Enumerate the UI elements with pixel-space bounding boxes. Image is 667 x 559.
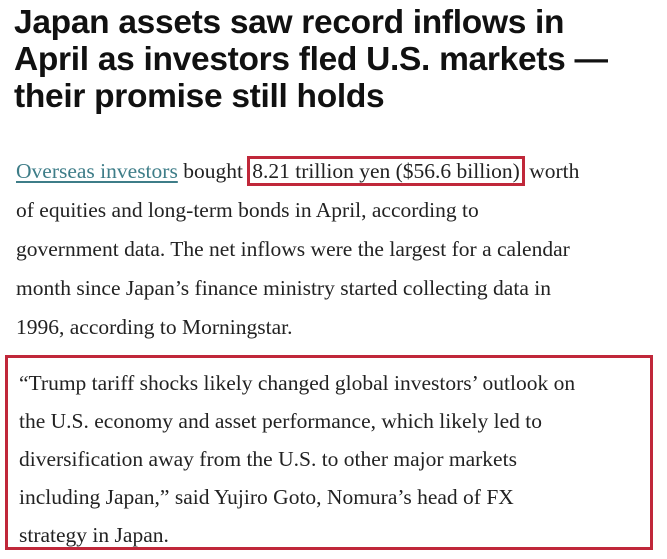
quote-line: “Trump tariff shocks likely changed glob… [19, 371, 576, 395]
paragraph-text: worth [523, 159, 580, 183]
highlighted-amount: 8.21 trillion yen ($56.6 billion) [247, 156, 525, 186]
quote-line: strategy in Japan. [19, 523, 169, 547]
quote-line: the U.S. economy and asset performance, … [19, 409, 543, 433]
article-paragraph: Overseas investors bought 8.21 trillion … [16, 152, 661, 347]
quote-line: including Japan,” said Yujiro Goto, Nomu… [19, 485, 514, 509]
overseas-investors-link[interactable]: Overseas investors [16, 159, 178, 183]
quote-line: diversification away from the U.S. to ot… [19, 447, 517, 471]
paragraph-text: bought [177, 159, 249, 183]
headline-line: their promise still holds [14, 78, 385, 115]
paragraph-line: month since Japan’s finance ministry sta… [16, 276, 551, 300]
article-headline: Japan assets saw record inflows in April… [14, 4, 664, 115]
paragraph-line: government data. The net inflows were th… [16, 237, 570, 261]
paragraph-line: of equities and long-term bonds in April… [16, 198, 479, 222]
paragraph-line: Overseas investors bought 8.21 trillion … [16, 152, 661, 191]
headline-line: Japan assets saw record inflows in [14, 4, 565, 41]
paragraph-line: 1996, according to Morningstar. [16, 315, 293, 339]
highlighted-quote: “Trump tariff shocks likely changed glob… [5, 355, 653, 550]
headline-line: April as investors fled U.S. markets — [14, 41, 608, 78]
